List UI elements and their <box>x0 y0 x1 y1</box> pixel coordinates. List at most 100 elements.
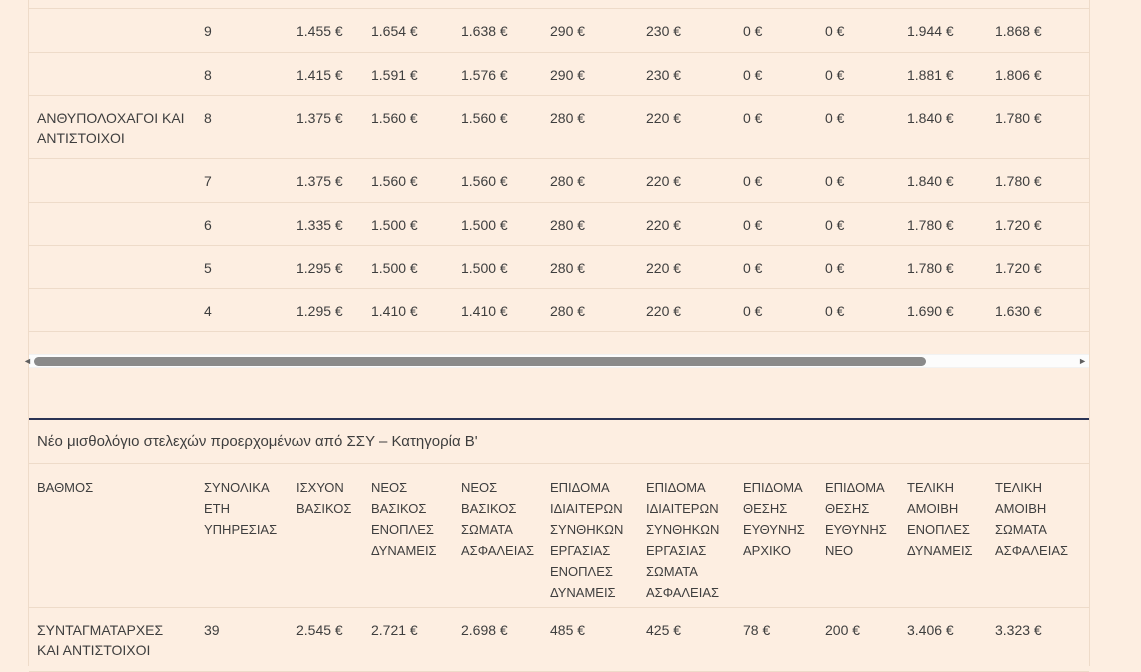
value-cell: 1.410 € <box>453 288 542 331</box>
value-cell: 1.415 € <box>288 52 363 95</box>
rank-cell <box>29 288 196 331</box>
value-cell: 0 € <box>735 202 817 245</box>
column-header: ΙΣΧΥΟΝ ΒΑΣΙΚΟΣ <box>288 464 363 608</box>
scroll-right-arrow-icon[interactable]: ► <box>1078 355 1087 369</box>
column-header: ΕΠΙΔΟΜΑ ΘΕΣΗΣ ΕΥΘΥΝΗΣ ΑΡΧΙΚΟ <box>735 464 817 608</box>
table-row: 8 1.415 € 1.591 € 1.576 € 290 € 230 € 0 … <box>29 52 1089 95</box>
table-row: ΑΝΘΥΠΟΛΟΧΑΓΟΙ ΚΑΙ ΑΝΤΙΣΤΟΙΧΟΙ 8 1.375 € … <box>29 95 1089 158</box>
value-cell: 0 € <box>735 288 817 331</box>
table-row: 4 1.295 € 1.410 € 1.410 € 280 € 220 € 0 … <box>29 288 1089 331</box>
value-cell: 1.780 € <box>987 158 1089 202</box>
column-header: ΝΕΟΣ ΒΑΣΙΚΟΣ ΣΩΜΑΤΑ ΑΣΦΑΛΕΙΑΣ <box>453 464 542 608</box>
value-cell: 425 € <box>638 608 735 672</box>
table-row: 9 1.455 € 1.654 € 1.638 € 290 € 230 € 0 … <box>29 8 1089 52</box>
value-cell: 220 € <box>638 158 735 202</box>
value-cell: 2.545 € <box>288 608 363 672</box>
table-row: 7 1.375 € 1.560 € 1.560 € 280 € 220 € 0 … <box>29 158 1089 202</box>
column-header: ΕΠΙΔΟΜΑ ΙΔΙΑΙΤΕΡΩΝ ΣΥΝΘΗΚΩΝ ΕΡΓΑΣΙΑΣ ΕΝΟ… <box>542 464 638 608</box>
value-cell: 0 € <box>735 245 817 288</box>
empty-cell <box>29 0 1089 8</box>
years-cell: 8 <box>196 95 288 158</box>
value-cell: 0 € <box>817 288 899 331</box>
value-cell: 1.944 € <box>899 8 987 52</box>
value-cell: 0 € <box>817 245 899 288</box>
scrollbar-thumb[interactable] <box>34 357 926 366</box>
years-cell: 8 <box>196 52 288 95</box>
value-cell: 1.591 € <box>363 52 453 95</box>
years-cell: 9 <box>196 8 288 52</box>
value-cell: 1.295 € <box>288 245 363 288</box>
column-header: ΣΥΝΟΛΙΚΑ ΕΤΗ ΥΠΗΡΕΣΙΑΣ <box>196 464 288 608</box>
value-cell: 280 € <box>542 245 638 288</box>
value-cell: 78 € <box>735 608 817 672</box>
value-cell: 0 € <box>735 158 817 202</box>
value-cell: 0 € <box>817 52 899 95</box>
years-cell: 5 <box>196 245 288 288</box>
value-cell: 1.295 € <box>288 288 363 331</box>
value-cell: 1.455 € <box>288 8 363 52</box>
value-cell: 220 € <box>638 245 735 288</box>
value-cell: 1.500 € <box>453 245 542 288</box>
value-cell: 2.698 € <box>453 608 542 672</box>
value-cell: 220 € <box>638 288 735 331</box>
value-cell: 1.410 € <box>363 288 453 331</box>
value-cell: 280 € <box>542 158 638 202</box>
value-cell: 0 € <box>735 95 817 158</box>
rank-cell <box>29 8 196 52</box>
rank-cell <box>29 245 196 288</box>
years-cell: 7 <box>196 158 288 202</box>
value-cell: 200 € <box>817 608 899 672</box>
value-cell: 1.335 € <box>288 202 363 245</box>
value-cell: 2.721 € <box>363 608 453 672</box>
value-cell: 1.375 € <box>288 158 363 202</box>
header-row: ΒΑΘΜΟΣ ΣΥΝΟΛΙΚΑ ΕΤΗ ΥΠΗΡΕΣΙΑΣ ΙΣΧΥΟΝ ΒΑΣ… <box>29 464 1089 608</box>
rank-cell: ΣΥΝΤΑΓΜΑΤΑΡΧΕΣ ΚΑΙ ΑΝΤΙΣΤΟΙΧΟΙ <box>29 608 196 672</box>
table-row: 5 1.295 € 1.500 € 1.500 € 280 € 220 € 0 … <box>29 245 1089 288</box>
value-cell: 1.720 € <box>987 245 1089 288</box>
value-cell: 1.654 € <box>363 8 453 52</box>
years-cell: 4 <box>196 288 288 331</box>
value-cell: 1.780 € <box>987 95 1089 158</box>
value-cell: 280 € <box>542 288 638 331</box>
column-header: ΝΕΟΣ ΒΑΣΙΚΟΣ ΕΝΟΠΛΕΣ ΔΥΝΑΜΕΙΣ <box>363 464 453 608</box>
value-cell: 280 € <box>542 202 638 245</box>
salary-table-ssy-category-b: ΒΑΘΜΟΣ ΣΥΝΟΛΙΚΑ ΕΤΗ ΥΠΗΡΕΣΙΑΣ ΙΣΧΥΟΝ ΒΑΣ… <box>29 464 1089 672</box>
table-row: ΣΥΝΤΑΓΜΑΤΑΡΧΕΣ ΚΑΙ ΑΝΤΙΣΤΟΙΧΟΙ 39 2.545 … <box>29 608 1089 672</box>
salary-tables-panel: 9 1.455 € 1.654 € 1.638 € 290 € 230 € 0 … <box>28 0 1090 666</box>
value-cell: 280 € <box>542 95 638 158</box>
value-cell: 290 € <box>542 8 638 52</box>
value-cell: 1.720 € <box>987 202 1089 245</box>
column-header: ΕΠΙΔΟΜΑ ΙΔΙΑΙΤΕΡΩΝ ΣΥΝΘΗΚΩΝ ΕΡΓΑΣΙΑΣ ΣΩΜ… <box>638 464 735 608</box>
scroll-left-arrow-icon[interactable]: ◄ <box>23 355 32 369</box>
value-cell: 1.560 € <box>363 158 453 202</box>
value-cell: 1.560 € <box>363 95 453 158</box>
value-cell: 1.560 € <box>453 95 542 158</box>
salary-table-upper: 9 1.455 € 1.654 € 1.638 € 290 € 230 € 0 … <box>29 0 1089 332</box>
column-header: ΤΕΛΙΚΗ ΑΜΟΙΒΗ ΕΝΟΠΛΕΣ ΔΥΝΑΜΕΙΣ <box>899 464 987 608</box>
value-cell: 220 € <box>638 95 735 158</box>
value-cell: 290 € <box>542 52 638 95</box>
value-cell: 220 € <box>638 202 735 245</box>
value-cell: 1.840 € <box>899 158 987 202</box>
value-cell: 0 € <box>817 202 899 245</box>
value-cell: 485 € <box>542 608 638 672</box>
value-cell: 1.630 € <box>987 288 1089 331</box>
value-cell: 1.500 € <box>453 202 542 245</box>
value-cell: 1.840 € <box>899 95 987 158</box>
column-header: ΕΠΙΔΟΜΑ ΘΕΣΗΣ ΕΥΘΥΝΗΣ ΝΕΟ <box>817 464 899 608</box>
value-cell: 0 € <box>735 52 817 95</box>
value-cell: 230 € <box>638 52 735 95</box>
horizontal-scrollbar[interactable]: ◄ ► <box>29 354 1089 368</box>
value-cell: 3.406 € <box>899 608 987 672</box>
value-cell: 0 € <box>817 158 899 202</box>
value-cell: 1.560 € <box>453 158 542 202</box>
value-cell: 0 € <box>817 95 899 158</box>
value-cell: 1.638 € <box>453 8 542 52</box>
table-row-partial <box>29 0 1089 8</box>
value-cell: 1.375 € <box>288 95 363 158</box>
value-cell: 1.780 € <box>899 202 987 245</box>
column-header: ΒΑΘΜΟΣ <box>29 464 196 608</box>
column-header: ΤΕΛΙΚΗ ΑΜΟΙΒΗ ΣΩΜΑΤΑ ΑΣΦΑΛΕΙΑΣ <box>987 464 1089 608</box>
value-cell: 1.690 € <box>899 288 987 331</box>
value-cell: 1.780 € <box>899 245 987 288</box>
